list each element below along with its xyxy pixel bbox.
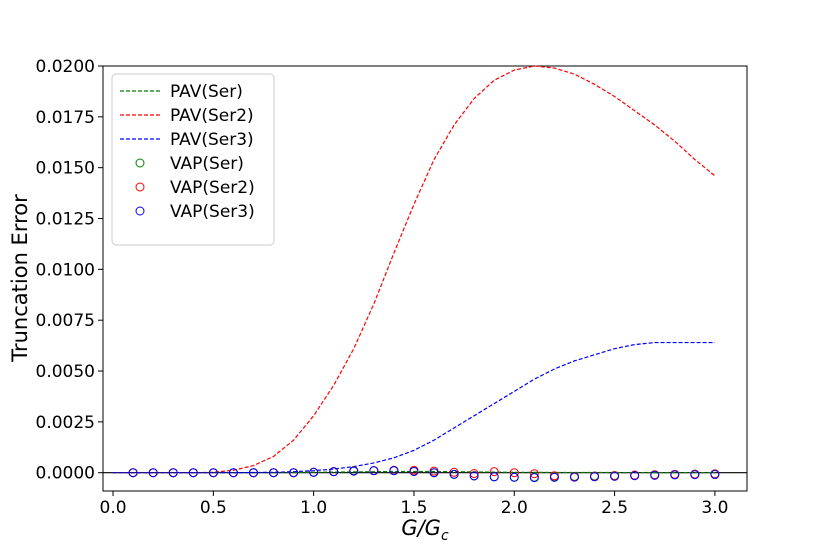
legend-label-pav-ser3: PAV(Ser3) <box>170 130 254 150</box>
x-axis-label: G/Gc <box>401 516 449 544</box>
legend-label-vap-ser2: VAP(Ser2) <box>170 178 255 198</box>
legend-label-pav-ser: PAV(Ser) <box>170 82 243 102</box>
x-axis-label-subscript: c <box>441 528 449 544</box>
data-point-vap-ser2 <box>509 468 519 478</box>
data-point-vap-ser3 <box>389 466 399 476</box>
data-point-vap-ser3 <box>208 468 218 478</box>
y-tick-label: 0.0175 <box>36 108 95 128</box>
data-point-vap-ser3 <box>329 467 339 477</box>
data-point-vap-ser3 <box>670 470 680 480</box>
x-tick-label: 1.5 <box>400 498 427 518</box>
data-point-vap-ser3 <box>509 472 519 482</box>
data-point-vap-ser3 <box>529 473 539 483</box>
legend-box <box>111 73 275 246</box>
data-point-vap-ser3 <box>168 468 178 478</box>
y-tick-label: 0.0150 <box>36 159 95 179</box>
y-tick-label: 0.0075 <box>36 311 95 331</box>
data-point-vap-ser2 <box>489 467 499 477</box>
y-tick-label: 0.0125 <box>36 210 95 230</box>
x-tick-label: 0.5 <box>200 498 227 518</box>
y-tick-label: 0.0025 <box>36 413 95 433</box>
data-point-vap-ser3 <box>409 466 419 476</box>
data-point-vap-ser3 <box>269 468 279 478</box>
data-point-vap-ser3 <box>228 468 238 478</box>
legend-label-vap-ser: VAP(Ser) <box>170 154 244 174</box>
data-point-vap-ser3 <box>469 471 479 481</box>
legend-marker-vap-ser2 <box>135 182 145 192</box>
y-axis: 0.0000 0.0025 0.0050 0.0075 0.0100 0.0125 0.01… <box>36 57 103 484</box>
data-point-vap-ser3 <box>349 466 359 476</box>
data-point-vap-ser3 <box>489 472 499 482</box>
y-tick-label: 0.0100 <box>36 260 95 280</box>
data-point-vap-ser3 <box>429 468 439 478</box>
data-point-vap-ser3 <box>248 468 258 478</box>
y-axis-label: Truncation Error <box>8 194 32 363</box>
series-line-pav-ser3 <box>113 341 715 474</box>
x-tick-label: 3.0 <box>701 498 728 518</box>
x-tick-label: 0.0 <box>100 498 127 518</box>
legend-marker-vap-ser <box>135 158 145 168</box>
data-point-vap-ser3 <box>369 466 379 476</box>
y-tick-label: 0.0000 <box>36 464 95 484</box>
y-tick-label: 0.0050 <box>36 362 95 382</box>
data-point-vap-ser3 <box>188 468 198 478</box>
legend: PAV(Ser) PAV(Ser2) PAV(Ser3) VAP(Ser) VAP(Se… <box>111 73 275 246</box>
data-point-vap-ser3 <box>128 468 138 478</box>
data-point-vap-ser3 <box>610 471 620 481</box>
data-point-vap-ser3 <box>289 468 299 478</box>
data-point-vap-ser3 <box>148 468 158 478</box>
data-point-vap-ser3 <box>549 472 559 482</box>
y-tick-label: 0.0200 <box>36 57 95 77</box>
legend-entries: PAV(Ser) PAV(Ser2) PAV(Ser3) VAP(Ser) VAP(Se… <box>120 82 255 222</box>
x-axis-label-main: G/G <box>401 516 441 540</box>
plot-frame <box>102 65 748 492</box>
data-point-vap-ser3 <box>690 470 700 480</box>
data-point-vap-ser3 <box>710 470 720 480</box>
legend-marker-vap-ser3 <box>135 206 145 216</box>
data-point-vap-ser2 <box>469 469 479 479</box>
data-point-vap-ser3 <box>590 472 600 482</box>
data-point-vap-ser3 <box>449 469 459 479</box>
data-point-vap-ser3 <box>650 470 660 480</box>
data-point-vap-ser3 <box>630 471 640 481</box>
data-point-vap-ser2 <box>529 469 539 479</box>
legend-label-pav-ser2: PAV(Ser2) <box>170 106 254 126</box>
x-tick-label: 1.0 <box>300 498 327 518</box>
series-layer <box>103 65 747 483</box>
data-point-vap-ser3 <box>569 472 579 482</box>
series-line-pav-ser2 <box>113 65 716 474</box>
x-axis: 0.0 0.5 1.0 1.5 2.0 2.5 3.0 <box>100 491 728 518</box>
legend-label-vap-ser3: VAP(Ser3) <box>170 202 255 222</box>
x-tick-label: 2.5 <box>601 498 628 518</box>
x-tick-label: 2.0 <box>501 498 528 518</box>
data-point-vap-ser3 <box>309 467 319 477</box>
